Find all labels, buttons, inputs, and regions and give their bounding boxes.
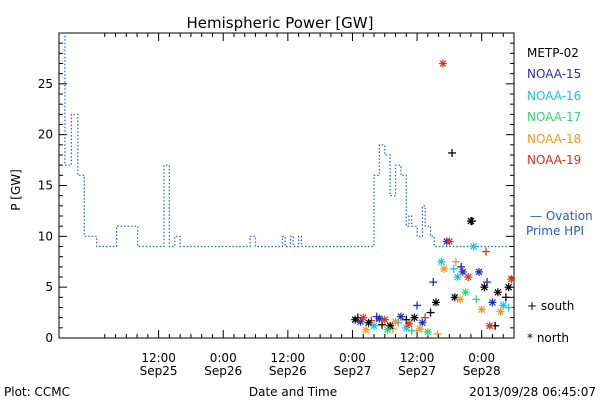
x-tick-label-date: Sep25: [140, 364, 178, 378]
y-tick-label: 10: [38, 229, 53, 243]
south-point: [433, 329, 442, 338]
north-point: [380, 315, 389, 324]
north-point: [431, 298, 440, 307]
north-point: [445, 237, 454, 246]
x-tick-label-time: 0:00: [468, 351, 495, 365]
north-point: [359, 313, 368, 322]
north-point: [480, 283, 489, 292]
north-point: [386, 321, 395, 330]
x-tick-label-time: 12:00: [271, 351, 306, 365]
x-tick-label-date: Sep26: [269, 364, 307, 378]
north-point: [488, 298, 497, 307]
y-tick-label: 15: [38, 179, 53, 193]
north-point: [361, 325, 370, 334]
x-tick-label-time: 0:00: [210, 351, 237, 365]
legend-item-noaa-17: NOAA-17: [527, 110, 581, 124]
legend-item-noaa-16: NOAA-16: [527, 89, 581, 103]
legend-item-noaa-19: NOAA-19: [527, 153, 581, 167]
x-tick-label-date: Sep26: [204, 364, 242, 378]
x-tick-label-date: Sep28: [463, 364, 501, 378]
south-point: [413, 301, 422, 310]
y-tick-label: 20: [38, 128, 53, 142]
legend-item-noaa-18: NOAA-18: [527, 132, 581, 146]
north-point: [370, 321, 378, 330]
north-point: [383, 325, 392, 334]
north-point: [415, 324, 424, 333]
north-point: [466, 217, 475, 226]
north-point: [504, 283, 513, 292]
x-tick-label-time: 12:00: [141, 351, 176, 365]
y-tick-label: 25: [38, 77, 53, 91]
north-point: [418, 318, 427, 327]
legend-south-marker: + south: [527, 299, 574, 313]
south-point: [429, 278, 438, 287]
south-point: [426, 308, 435, 317]
north-point: [438, 59, 447, 68]
x-tick-label-date: Sep27: [398, 364, 436, 378]
north-point: [475, 267, 483, 276]
legend-ovation-line1: — Ovation: [530, 209, 593, 223]
south-point: [451, 257, 460, 266]
north-point: [458, 267, 467, 276]
legend-north-marker: * north: [527, 331, 569, 345]
plot-frame: [58, 32, 515, 339]
north-point: [456, 295, 465, 304]
y-tick-label: 5: [45, 280, 53, 294]
y-axis: 0 5 10 15 20 25: [38, 42, 514, 345]
north-point: [423, 327, 432, 336]
north-point: [391, 317, 400, 326]
x-axis-label: Date and Time: [249, 385, 337, 399]
north-point: [410, 313, 419, 322]
x-axis: 12:00Sep250:00Sep2612:00Sep260:00Sep2712…: [104, 33, 515, 378]
y-axis-label: P [GW]: [9, 169, 23, 211]
north-point: [396, 312, 405, 321]
north-point: [375, 314, 384, 323]
satellite-points-layer: [351, 59, 516, 338]
north-point: [461, 288, 470, 297]
north-point: [405, 319, 413, 328]
south-point: [482, 247, 490, 256]
legend-ovation-line2: Prime HPI: [526, 224, 584, 238]
legend-item-noaa-15: NOAA-15: [527, 67, 581, 81]
south-point: [472, 295, 481, 304]
legend: METP-02 NOAA-15 NOAA-16 NOAA-17 NOAA-18 …: [526, 46, 593, 345]
north-point: [351, 315, 360, 324]
north-point: [440, 264, 448, 273]
legend-item-metp-02: METP-02: [527, 46, 579, 60]
north-point: [496, 307, 505, 316]
north-point: [485, 321, 494, 330]
north-point: [499, 301, 508, 310]
north-point: [469, 242, 478, 251]
north-point: [477, 305, 486, 314]
north-point: [493, 288, 502, 297]
south-point: [449, 264, 458, 273]
north-point: [453, 273, 462, 281]
north-point: [356, 317, 365, 326]
north-point: [402, 323, 411, 332]
south-point: [501, 293, 510, 302]
south-point: [448, 148, 457, 157]
plot-timestamp: 2013/09/28 06:45:07: [469, 385, 596, 399]
chart-title: Hemispheric Power [GW]: [187, 14, 374, 32]
x-tick-label-time: 0:00: [339, 351, 366, 365]
north-point: [464, 273, 473, 281]
x-tick-label-date: Sep27: [334, 364, 372, 378]
north-point: [507, 275, 516, 284]
x-tick-label-time: 12:00: [400, 351, 435, 365]
plot-credit: Plot: CCMC: [4, 385, 70, 399]
north-point: [437, 257, 446, 266]
y-tick-label: 0: [45, 331, 53, 345]
